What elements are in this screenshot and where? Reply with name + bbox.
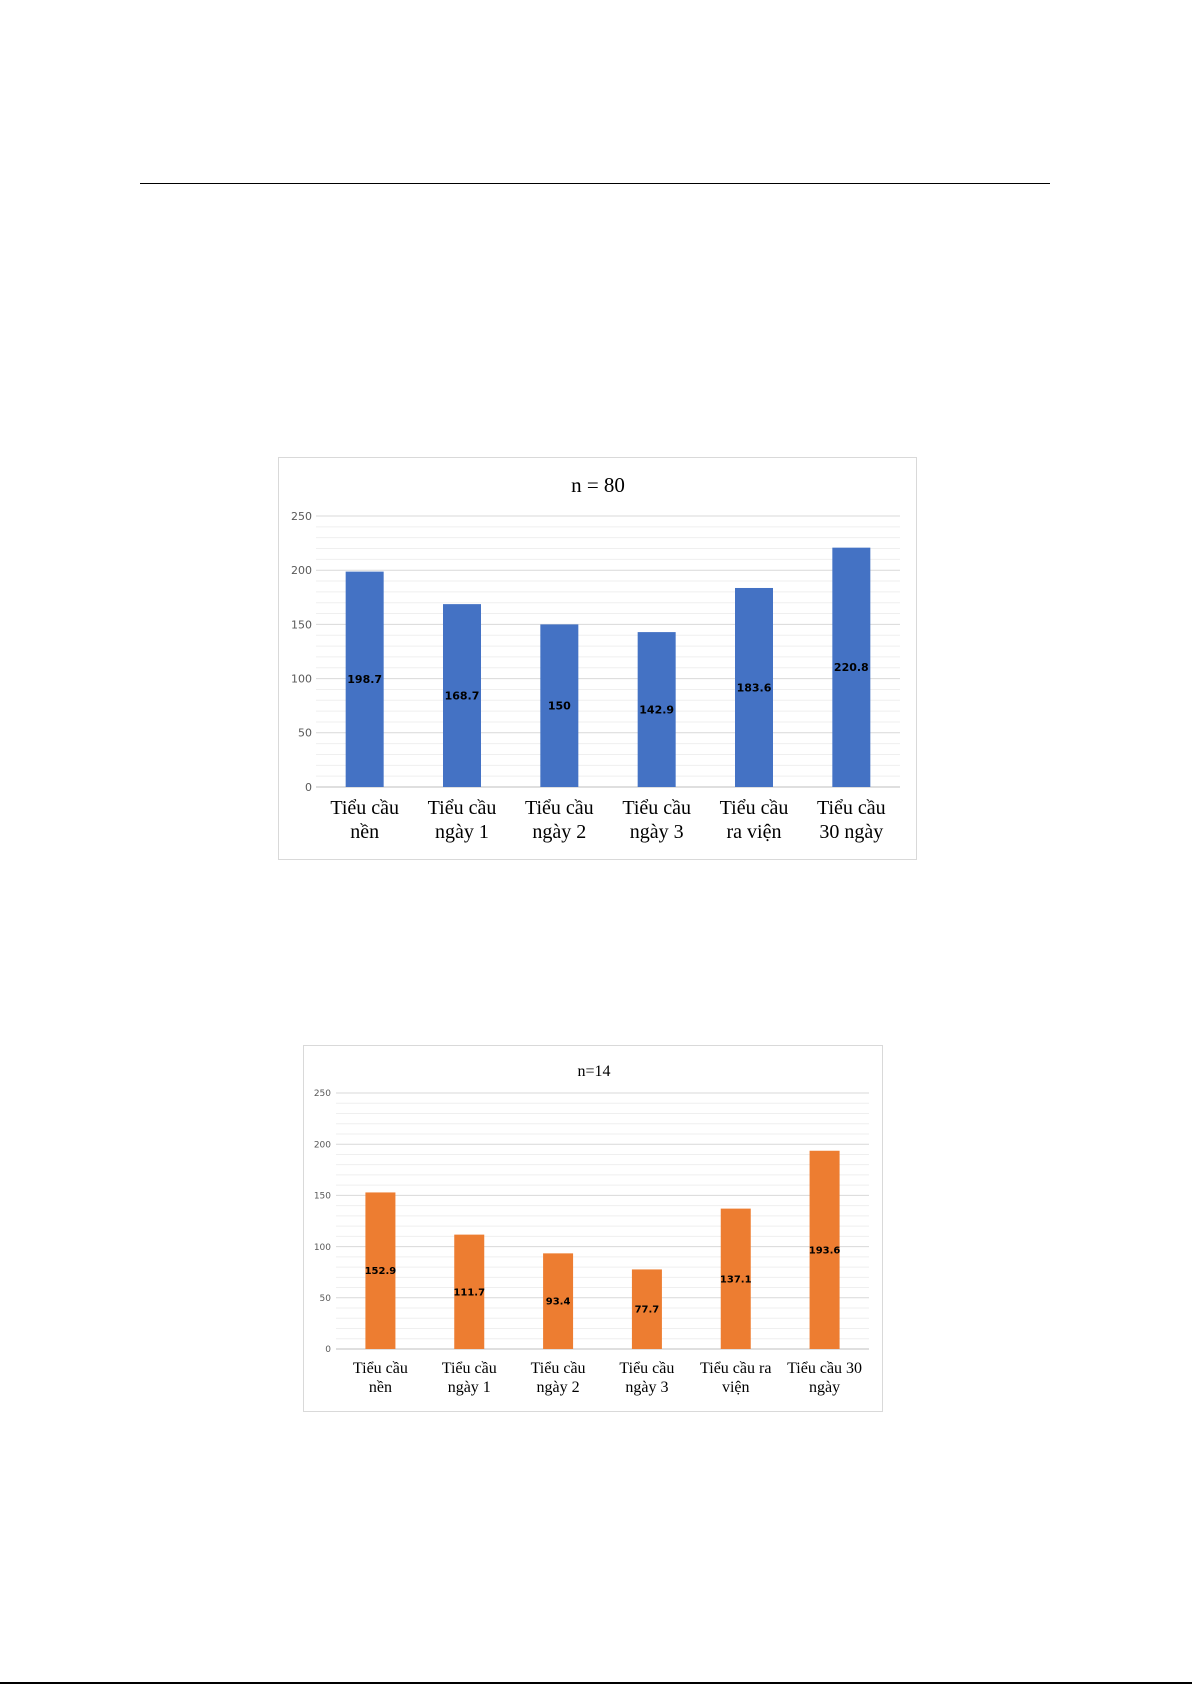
data-label: 152.9 bbox=[365, 1266, 397, 1277]
category-label: ngày bbox=[809, 1379, 840, 1396]
category-label: Tiểu cầu bbox=[353, 1360, 408, 1377]
bar bbox=[809, 1150, 840, 1349]
data-label: 183.6 bbox=[737, 681, 772, 694]
data-label: 142.9 bbox=[639, 703, 674, 716]
chart-title: n = 80 bbox=[571, 473, 625, 497]
y-tick-label: 150 bbox=[291, 618, 312, 631]
category-label: Tiểu cầu bbox=[428, 797, 497, 819]
data-label: 193.6 bbox=[809, 1245, 841, 1256]
data-label: 111.7 bbox=[453, 1287, 485, 1298]
data-label: 168.7 bbox=[445, 689, 480, 702]
y-tick-label: 0 bbox=[325, 1345, 331, 1355]
category-label: nền bbox=[350, 821, 379, 843]
category-label: ngày 1 bbox=[448, 1379, 491, 1396]
bar bbox=[637, 632, 676, 787]
y-tick-label: 150 bbox=[314, 1192, 331, 1202]
bar bbox=[735, 587, 773, 787]
bar bbox=[540, 624, 579, 787]
category-label: ngày 2 bbox=[532, 821, 586, 843]
data-label: 93.4 bbox=[546, 1297, 571, 1308]
category-label: Tiểu cầu bbox=[531, 1360, 586, 1377]
y-tick-label: 100 bbox=[291, 672, 312, 685]
category-label: Tiểu cầu bbox=[622, 797, 691, 819]
category-label: ngày 3 bbox=[630, 821, 684, 843]
category-label: Tiểu cầu bbox=[720, 797, 789, 819]
bar bbox=[345, 571, 384, 787]
chart-title: n=14 bbox=[577, 1063, 610, 1080]
y-tick-label: 0 bbox=[305, 781, 312, 794]
category-label: Tiểu cầu ra bbox=[700, 1360, 771, 1377]
bottom-rule bbox=[0, 1682, 1192, 1684]
category-label: Tiểu cầu bbox=[619, 1360, 674, 1377]
category-label: Tiểu cầu bbox=[442, 1360, 497, 1377]
category-label: Tiểu cầu bbox=[330, 797, 399, 819]
data-label: 198.7 bbox=[347, 673, 382, 686]
bar bbox=[365, 1192, 396, 1349]
category-label: ngày 1 bbox=[435, 821, 489, 843]
bar bbox=[720, 1208, 751, 1349]
category-label: ra viện bbox=[727, 821, 782, 843]
bar bbox=[543, 1253, 574, 1349]
bar bbox=[832, 547, 871, 787]
chart-n80: n = 80 0 50 100 150 200 250 198.7 Tiểu cầu nền 168… bbox=[278, 457, 917, 860]
data-label: 77.7 bbox=[635, 1305, 660, 1316]
header-rule bbox=[140, 183, 1050, 184]
y-tick-label: 50 bbox=[320, 1294, 332, 1304]
y-tick-label: 100 bbox=[314, 1243, 331, 1253]
category-label: nền bbox=[369, 1379, 392, 1396]
category-label: ngày 3 bbox=[625, 1379, 668, 1396]
bar bbox=[454, 1234, 485, 1349]
category-label: Tiểu cầu 30 bbox=[787, 1360, 862, 1377]
y-tick-label: 50 bbox=[298, 727, 312, 740]
data-label: 150 bbox=[548, 700, 571, 713]
category-label: ngày 2 bbox=[537, 1379, 580, 1396]
data-label: 137.1 bbox=[720, 1274, 752, 1285]
y-tick-label: 250 bbox=[291, 510, 312, 523]
category-label: 30 ngày bbox=[819, 821, 883, 843]
data-label: 220.8 bbox=[834, 661, 869, 674]
bar bbox=[631, 1269, 662, 1349]
y-tick-label: 200 bbox=[314, 1140, 331, 1150]
category-label: Tiểu cầu bbox=[525, 797, 594, 819]
y-tick-label: 250 bbox=[314, 1089, 331, 1099]
category-label: viện bbox=[722, 1379, 750, 1396]
chart-n14: n=14 0 50 100 150 200 250 152.9 Tiểu cầu nền 111.7… bbox=[303, 1045, 883, 1412]
chart-n14-svg: n=14 0 50 100 150 200 250 152.9 Tiểu cầu nền 111.7… bbox=[314, 1063, 869, 1396]
y-tick-label: 200 bbox=[291, 564, 312, 577]
category-label: Tiểu cầu bbox=[817, 797, 886, 819]
bar bbox=[443, 604, 481, 787]
